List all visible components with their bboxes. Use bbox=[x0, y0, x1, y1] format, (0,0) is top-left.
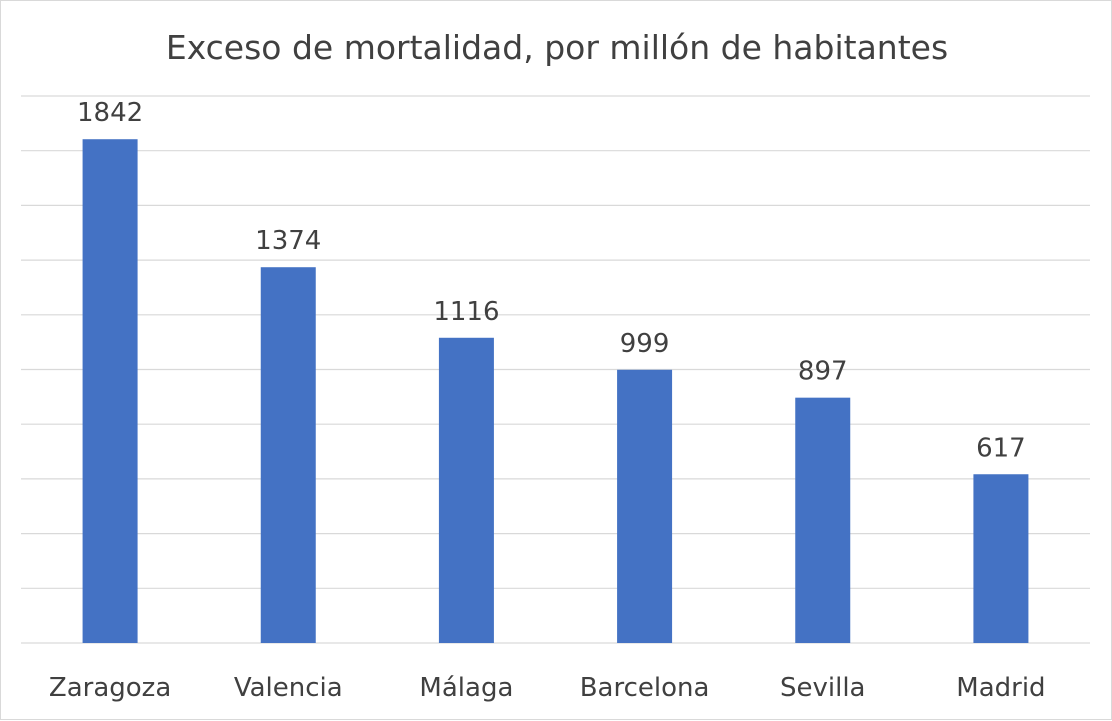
chart-title: Exceso de mortalidad, por millón de habi… bbox=[166, 28, 948, 67]
x-tick-label: Madrid bbox=[956, 673, 1045, 703]
x-tick-label: Zaragoza bbox=[49, 673, 171, 703]
x-tick-label: Valencia bbox=[234, 673, 343, 703]
data-label: 1374 bbox=[255, 226, 321, 256]
bar bbox=[82, 139, 138, 643]
x-tick-label: Barcelona bbox=[580, 673, 710, 703]
data-label: 999 bbox=[620, 329, 670, 359]
x-tick-label: Málaga bbox=[419, 673, 513, 703]
data-label: 897 bbox=[798, 357, 848, 387]
bar bbox=[795, 397, 851, 643]
data-labels: 1842 1374 1116 999 897 617 bbox=[77, 98, 1026, 463]
bar bbox=[438, 337, 494, 643]
bar bbox=[617, 369, 673, 643]
data-label: 1116 bbox=[433, 297, 499, 327]
data-label: 1842 bbox=[77, 98, 143, 128]
data-label: 617 bbox=[976, 433, 1026, 463]
bar bbox=[260, 267, 316, 643]
bars bbox=[82, 139, 1029, 643]
x-axis-tick-labels: Zaragoza Valencia Málaga Barcelona Sevilla Ma… bbox=[49, 673, 1046, 703]
bar bbox=[973, 474, 1029, 643]
x-tick-label: Sevilla bbox=[780, 673, 866, 703]
gridlines bbox=[21, 95, 1090, 644]
